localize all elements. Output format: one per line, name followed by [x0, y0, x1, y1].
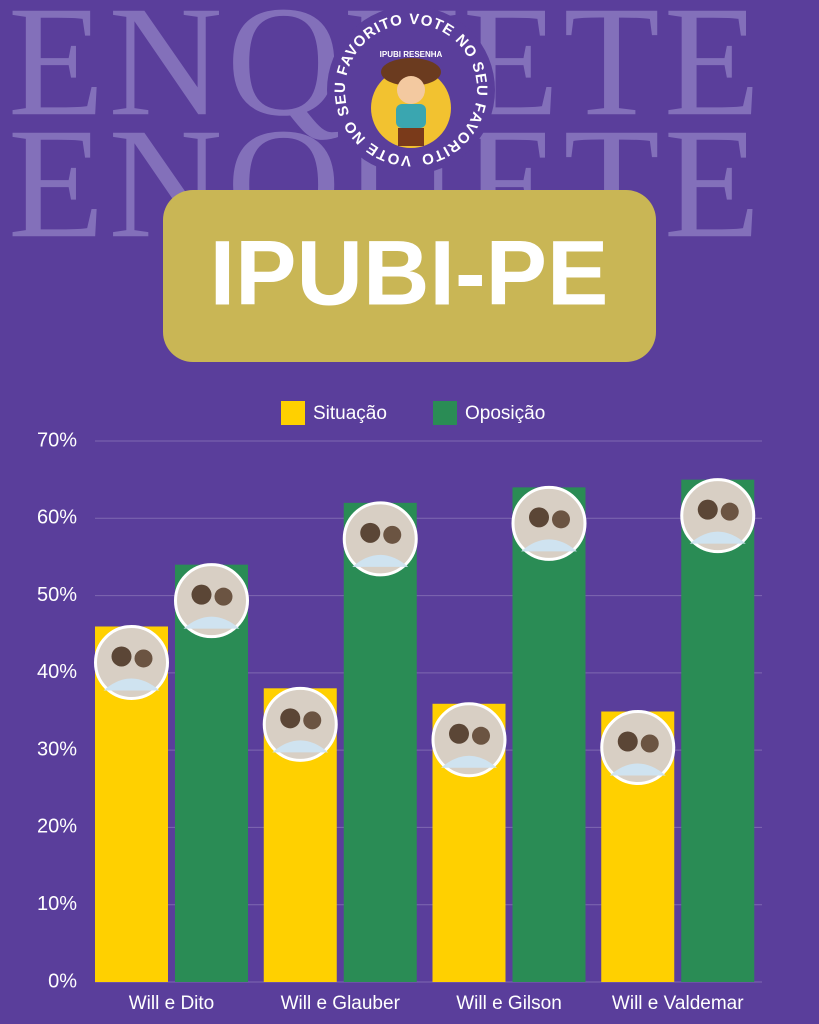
photo-shirts: [689, 531, 746, 544]
photo-person: [134, 649, 153, 668]
y-tick-label: 60%: [37, 507, 77, 529]
legend-label: Situação: [313, 403, 387, 424]
photo-person: [720, 502, 739, 521]
photo-person: [529, 507, 549, 528]
logo-pants: [398, 128, 424, 146]
y-tick-label: 20%: [37, 816, 77, 838]
photo-shirts: [103, 678, 160, 691]
legend-swatch: [281, 401, 305, 425]
photo-person: [449, 723, 469, 744]
legend-swatch: [433, 401, 457, 425]
photo-person: [383, 525, 402, 544]
photo-shirts: [352, 554, 409, 567]
logo-name: IPUBI RESENHA: [380, 50, 443, 59]
photo: [600, 710, 676, 785]
y-tick-label: 50%: [37, 584, 77, 606]
bar: [343, 502, 417, 982]
photo-person: [640, 734, 659, 753]
photo-person: [111, 646, 132, 667]
bar: [681, 479, 755, 982]
photo-shirts: [441, 755, 497, 768]
photo: [262, 686, 338, 762]
photo-shirts: [183, 616, 240, 629]
legend-label: Oposição: [465, 403, 545, 424]
logo: VOTE NO SEU FAVORITO VOTE NO SEU FAVORIT…: [327, 6, 495, 174]
photo: [680, 478, 756, 554]
photo-person: [191, 584, 212, 605]
bar: [512, 487, 586, 982]
logo-shirt: [396, 104, 426, 128]
logo-face: [397, 76, 425, 104]
photo-shirts: [272, 740, 329, 753]
photo-person: [360, 522, 381, 543]
photo-person: [472, 726, 490, 745]
photo: [174, 563, 249, 639]
photo-person: [552, 510, 570, 529]
x-tick-label: Will e Gilson: [456, 993, 562, 1014]
photo-person: [303, 711, 322, 730]
photo-shirts: [521, 539, 577, 552]
chart-title: IPUBI-PE: [210, 222, 609, 324]
photo: [431, 702, 507, 778]
photo-shirts: [609, 763, 666, 776]
y-tick-label: 10%: [37, 893, 77, 915]
y-tick-label: 0%: [48, 970, 77, 992]
logo-hat: [381, 58, 441, 86]
photo-person: [280, 708, 301, 729]
photo-person: [214, 587, 233, 606]
photo: [94, 624, 169, 700]
photo: [511, 485, 587, 561]
photo-person: [617, 731, 638, 752]
x-tick-label: Will e Glauber: [281, 993, 401, 1014]
y-tick-label: 70%: [37, 429, 77, 451]
x-tick-label: Will e Valdemar: [612, 993, 744, 1014]
photo-person: [697, 499, 718, 520]
y-tick-label: 40%: [37, 661, 77, 683]
title-box: [163, 190, 656, 362]
photo: [342, 501, 418, 577]
x-tick-label: Will e Dito: [129, 993, 215, 1014]
y-tick-label: 30%: [37, 738, 77, 760]
